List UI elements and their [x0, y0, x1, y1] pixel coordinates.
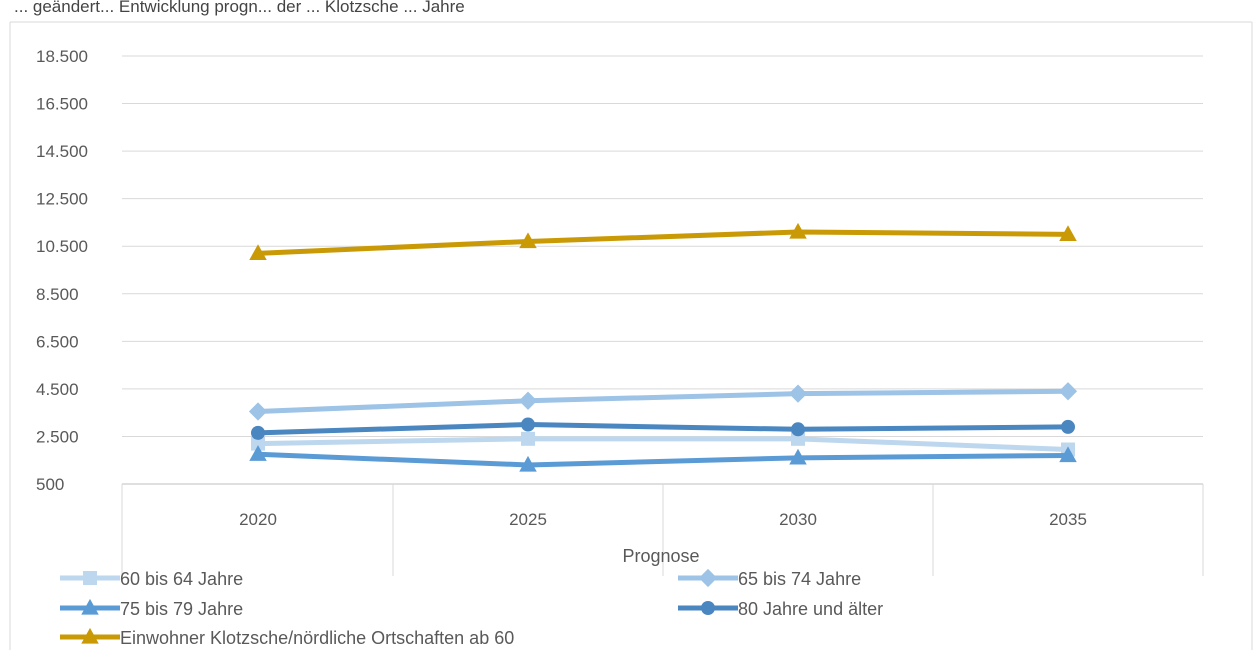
x-axis-title: Prognose [622, 546, 699, 566]
legend-label: Einwohner Klotzsche/nördliche Ortschafte… [120, 628, 514, 648]
y-tick-label: 500 [36, 475, 64, 494]
gridlines [122, 55, 1203, 437]
series-line [257, 451, 1069, 468]
x-axis-tick-labels: 2020 2025 2030 2035 [239, 510, 1087, 529]
series-line [257, 229, 1069, 256]
data-point [788, 384, 808, 403]
y-tick-label: 8.500 [36, 285, 79, 304]
legend-label: 75 bis 79 Jahre [120, 599, 243, 619]
y-tick-label: 10.500 [36, 237, 88, 256]
data-point [248, 402, 268, 421]
x-tick-label: 2025 [509, 510, 547, 529]
y-tick-label: 18.500 [36, 47, 88, 66]
series-5 [249, 222, 1077, 261]
data-point [791, 422, 805, 437]
legend-marker [81, 627, 99, 644]
legend-label: 60 bis 64 Jahre [120, 569, 243, 589]
data-point [519, 455, 537, 472]
data-point [521, 417, 535, 432]
legend-item: 80 Jahre und älter [678, 599, 883, 619]
y-tick-label: 16.500 [36, 95, 88, 114]
data-point [249, 244, 267, 261]
legend-marker [701, 601, 715, 615]
data-point [789, 448, 807, 465]
y-tick-label: 14.500 [36, 142, 88, 161]
x-tick-label: 2030 [779, 510, 817, 529]
data-point [789, 222, 807, 239]
x-tick-label: 2035 [1049, 510, 1087, 529]
x-axis [121, 483, 1204, 576]
legend-marker [83, 571, 97, 585]
y-tick-label: 12.500 [36, 190, 88, 209]
data-point [1058, 382, 1078, 401]
series-line [257, 422, 1069, 436]
series-3 [249, 445, 1077, 472]
series-line [257, 388, 1069, 414]
series-1 [251, 431, 1075, 457]
legend-label: 65 bis 74 Jahre [738, 569, 861, 589]
legend: 60 bis 64 Jahre 65 bis 74 Jahre 75 bis 79 … [60, 568, 883, 648]
y-axis-tick-labels: 500 2.500 4.500 6.500 8.500 10.500 12.500 14.50… [36, 47, 88, 494]
data-point [518, 391, 538, 410]
legend-item: 65 bis 74 Jahre [678, 568, 861, 589]
header-text: ... geändert... Entwicklung progn... der… [14, 0, 465, 16]
legend-marker [698, 568, 718, 588]
series-line [257, 436, 1069, 453]
data-point [251, 436, 265, 451]
series-2 [248, 382, 1078, 421]
y-tick-label: 4.500 [36, 380, 79, 399]
legend-item: Einwohner Klotzsche/nördliche Ortschafte… [60, 627, 514, 648]
data-point [521, 431, 535, 446]
legend-marker [81, 598, 99, 615]
data-point [251, 425, 265, 440]
data-point [1059, 225, 1077, 241]
y-tick-label: 6.500 [36, 332, 79, 351]
data-point [519, 232, 537, 249]
x-tick-label: 2020 [239, 510, 277, 529]
y-tick-label: 2.500 [36, 427, 79, 446]
legend-label: 80 Jahre und älter [738, 599, 883, 619]
data-point [1061, 419, 1075, 434]
data-point [1059, 446, 1077, 463]
legend-item: 75 bis 79 Jahre [60, 598, 243, 619]
legend-item: 60 bis 64 Jahre [60, 569, 243, 589]
series-4 [251, 417, 1075, 440]
series-layer [248, 222, 1078, 472]
data-point [249, 445, 267, 461]
